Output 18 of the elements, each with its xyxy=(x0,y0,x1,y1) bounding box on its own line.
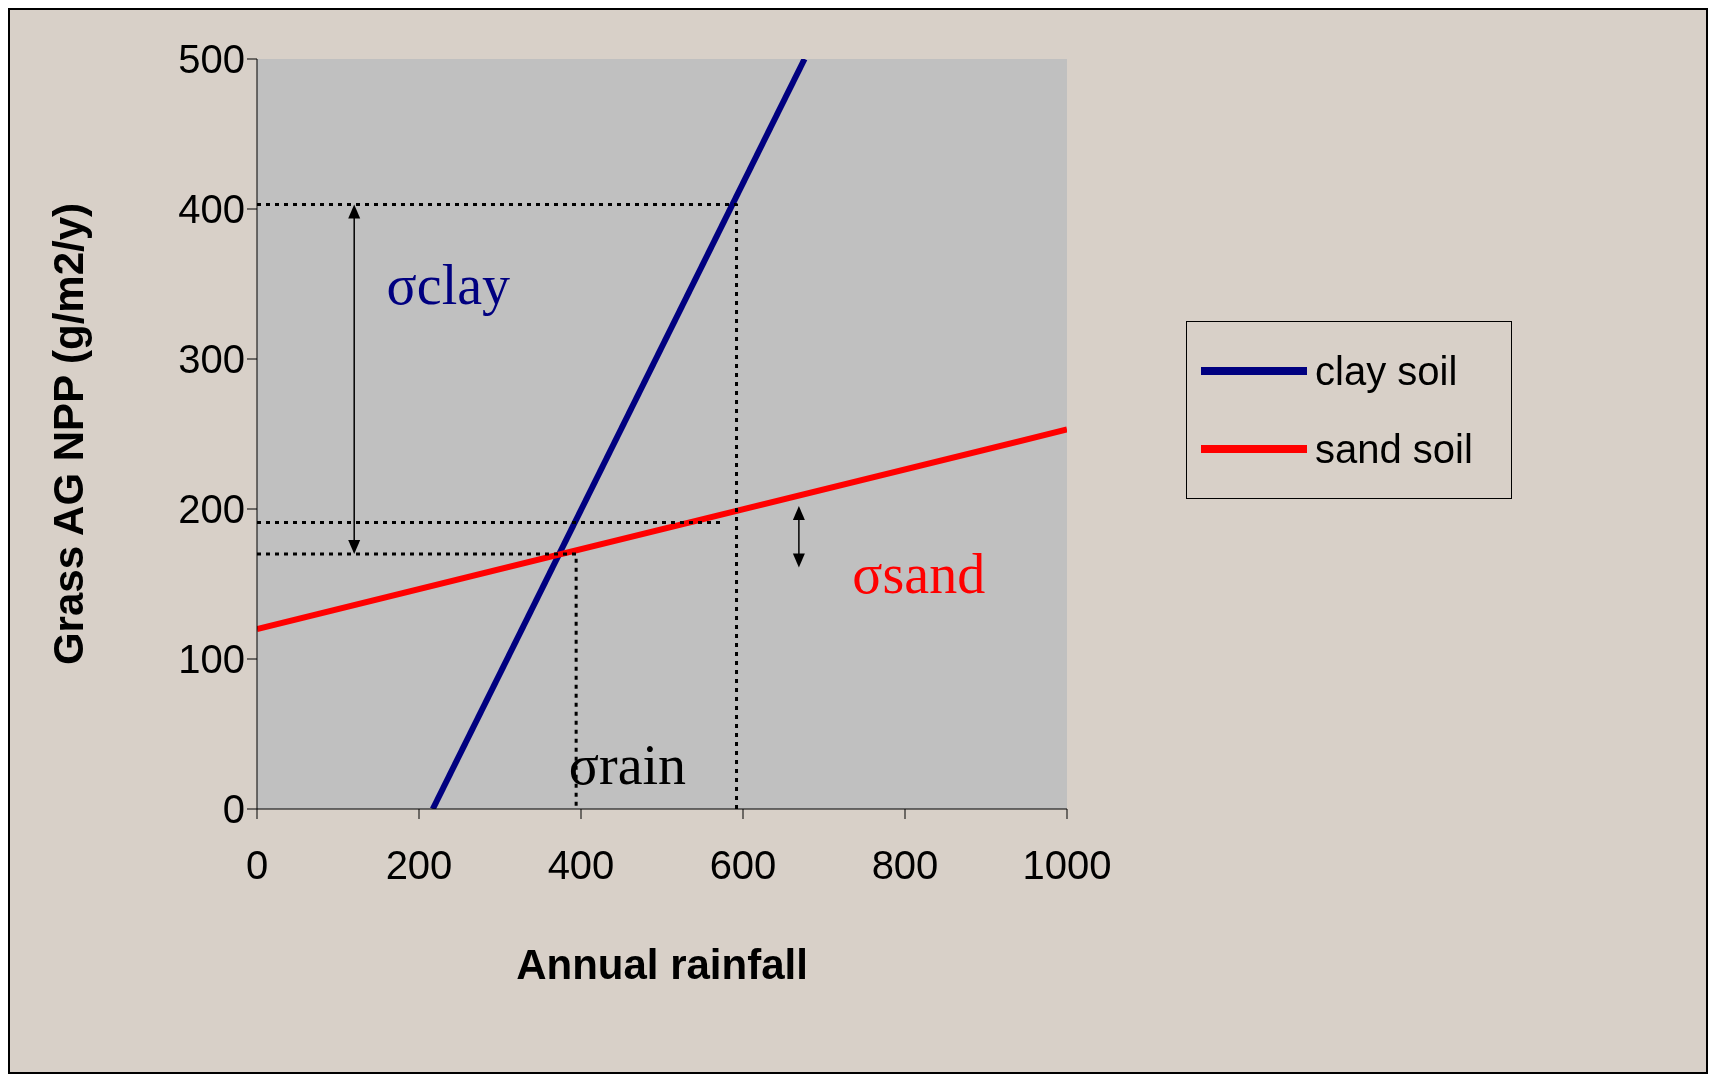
annotation: σsand xyxy=(852,542,986,605)
x-tick-label: 200 xyxy=(385,843,453,888)
y-tick-label: 0 xyxy=(222,787,245,832)
x-tick-label: 800 xyxy=(871,843,939,888)
x-tick-label: 400 xyxy=(547,843,615,888)
legend-label: sand soil xyxy=(1315,426,1473,472)
x-tick-label: 1000 xyxy=(1022,843,1112,888)
y-tick-label: 400 xyxy=(178,187,245,232)
y-tick-label: 200 xyxy=(178,487,245,532)
legend-label: clay soil xyxy=(1315,348,1458,394)
y-tick-label: 300 xyxy=(178,337,245,382)
x-axis-title: Annual rainfall xyxy=(516,941,808,988)
y-axis-title: Grass AG NPP (g/m2/y) xyxy=(44,202,92,666)
annotation: σclay xyxy=(386,253,511,316)
y-tick-label: 100 xyxy=(178,637,245,682)
annotation: σrain xyxy=(568,733,687,796)
y-tick-label: 500 xyxy=(178,37,245,82)
x-tick-label: 600 xyxy=(709,843,777,888)
